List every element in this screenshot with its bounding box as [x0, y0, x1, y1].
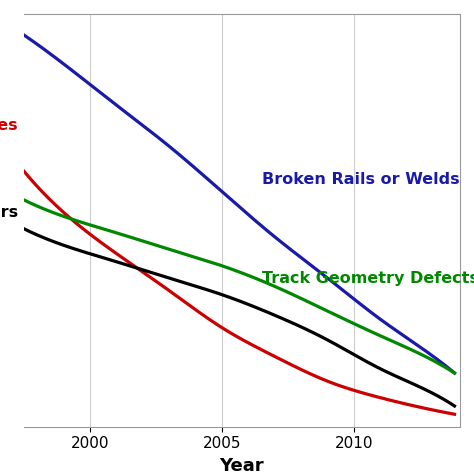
Text: Failures: Failures: [0, 118, 18, 133]
Text: Track Geometry Defects: Track Geometry Defects: [262, 271, 474, 286]
Text: Broken Rails or Welds: Broken Rails or Welds: [262, 172, 459, 187]
Text: ndling Errors: ndling Errors: [0, 205, 18, 219]
X-axis label: Year: Year: [219, 457, 264, 474]
